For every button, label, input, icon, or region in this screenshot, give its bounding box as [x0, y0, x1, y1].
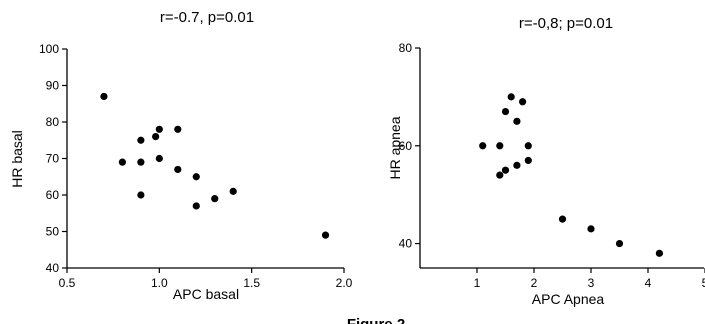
left-y-tick-label: 60	[46, 188, 60, 202]
right-data-point	[496, 142, 504, 150]
figure-caption: Figure 2	[347, 316, 405, 324]
left-y-tick-label: 70	[46, 152, 60, 166]
right-y-axis-label: HR apnea	[387, 116, 403, 179]
left-y-tick-label: 40	[46, 261, 60, 275]
right-x-tick-label: 1	[474, 276, 481, 290]
left-data-point	[155, 154, 163, 163]
right-x-tick-label: 5	[702, 276, 705, 290]
left-x-tick-label: 0.5	[59, 276, 76, 290]
right-data-point	[524, 142, 532, 150]
right-x-axis-label: APC Apnea	[532, 291, 605, 307]
left-data-point	[137, 191, 145, 199]
left-y-tick-label: 80	[46, 115, 60, 129]
right-data-point	[501, 166, 510, 174]
left-data-point	[229, 187, 237, 195]
right-x-tick-label: 4	[645, 276, 652, 290]
left-y-tick-label: 100	[39, 42, 59, 56]
right-data-point	[615, 239, 624, 248]
right-data-point	[513, 117, 521, 125]
right-data-point	[496, 171, 504, 179]
right-data-point	[524, 156, 532, 165]
right-x-tick-label: 3	[588, 276, 595, 290]
left-data-point	[321, 231, 330, 239]
right-data-point	[479, 142, 487, 150]
left-data-point	[137, 158, 145, 166]
left-data-point	[192, 202, 200, 210]
left-data-point	[174, 125, 182, 133]
left-data-point	[152, 133, 160, 141]
right-data-point	[501, 107, 510, 116]
left-data-point	[118, 158, 126, 166]
right-data-point	[519, 98, 527, 106]
right-data-point	[558, 215, 567, 223]
left-y-tick-label: 50	[46, 225, 60, 239]
right-x-tick-label: 2	[531, 276, 538, 290]
right-data-point	[655, 249, 664, 257]
left-x-tick-label: 2.0	[336, 276, 353, 290]
right-y-tick-label: 60	[399, 139, 413, 153]
left-x-tick-label: 1.0	[151, 276, 168, 290]
left-x-tick-label: 1.5	[243, 276, 260, 290]
right-data-point	[507, 93, 515, 101]
left-data-point	[211, 195, 219, 203]
left-data-point	[137, 136, 145, 144]
right-y-tick-label: 80	[399, 41, 413, 55]
right-chart-title: r=-0,8; p=0.01	[519, 15, 613, 32]
left-x-axis-label: APC basal	[173, 286, 239, 302]
left-chart-title: r=-0.7, p=0.01	[160, 9, 254, 26]
left-data-point	[155, 125, 163, 133]
left-data-point	[174, 165, 182, 174]
left-y-axis-label: HR basal	[9, 130, 25, 188]
right-data-point	[513, 161, 521, 169]
right-data-point	[587, 225, 595, 233]
left-data-point	[100, 92, 108, 101]
right-y-tick-label: 40	[399, 237, 413, 251]
left-data-point	[192, 173, 200, 181]
left-y-tick-label: 90	[46, 79, 60, 93]
